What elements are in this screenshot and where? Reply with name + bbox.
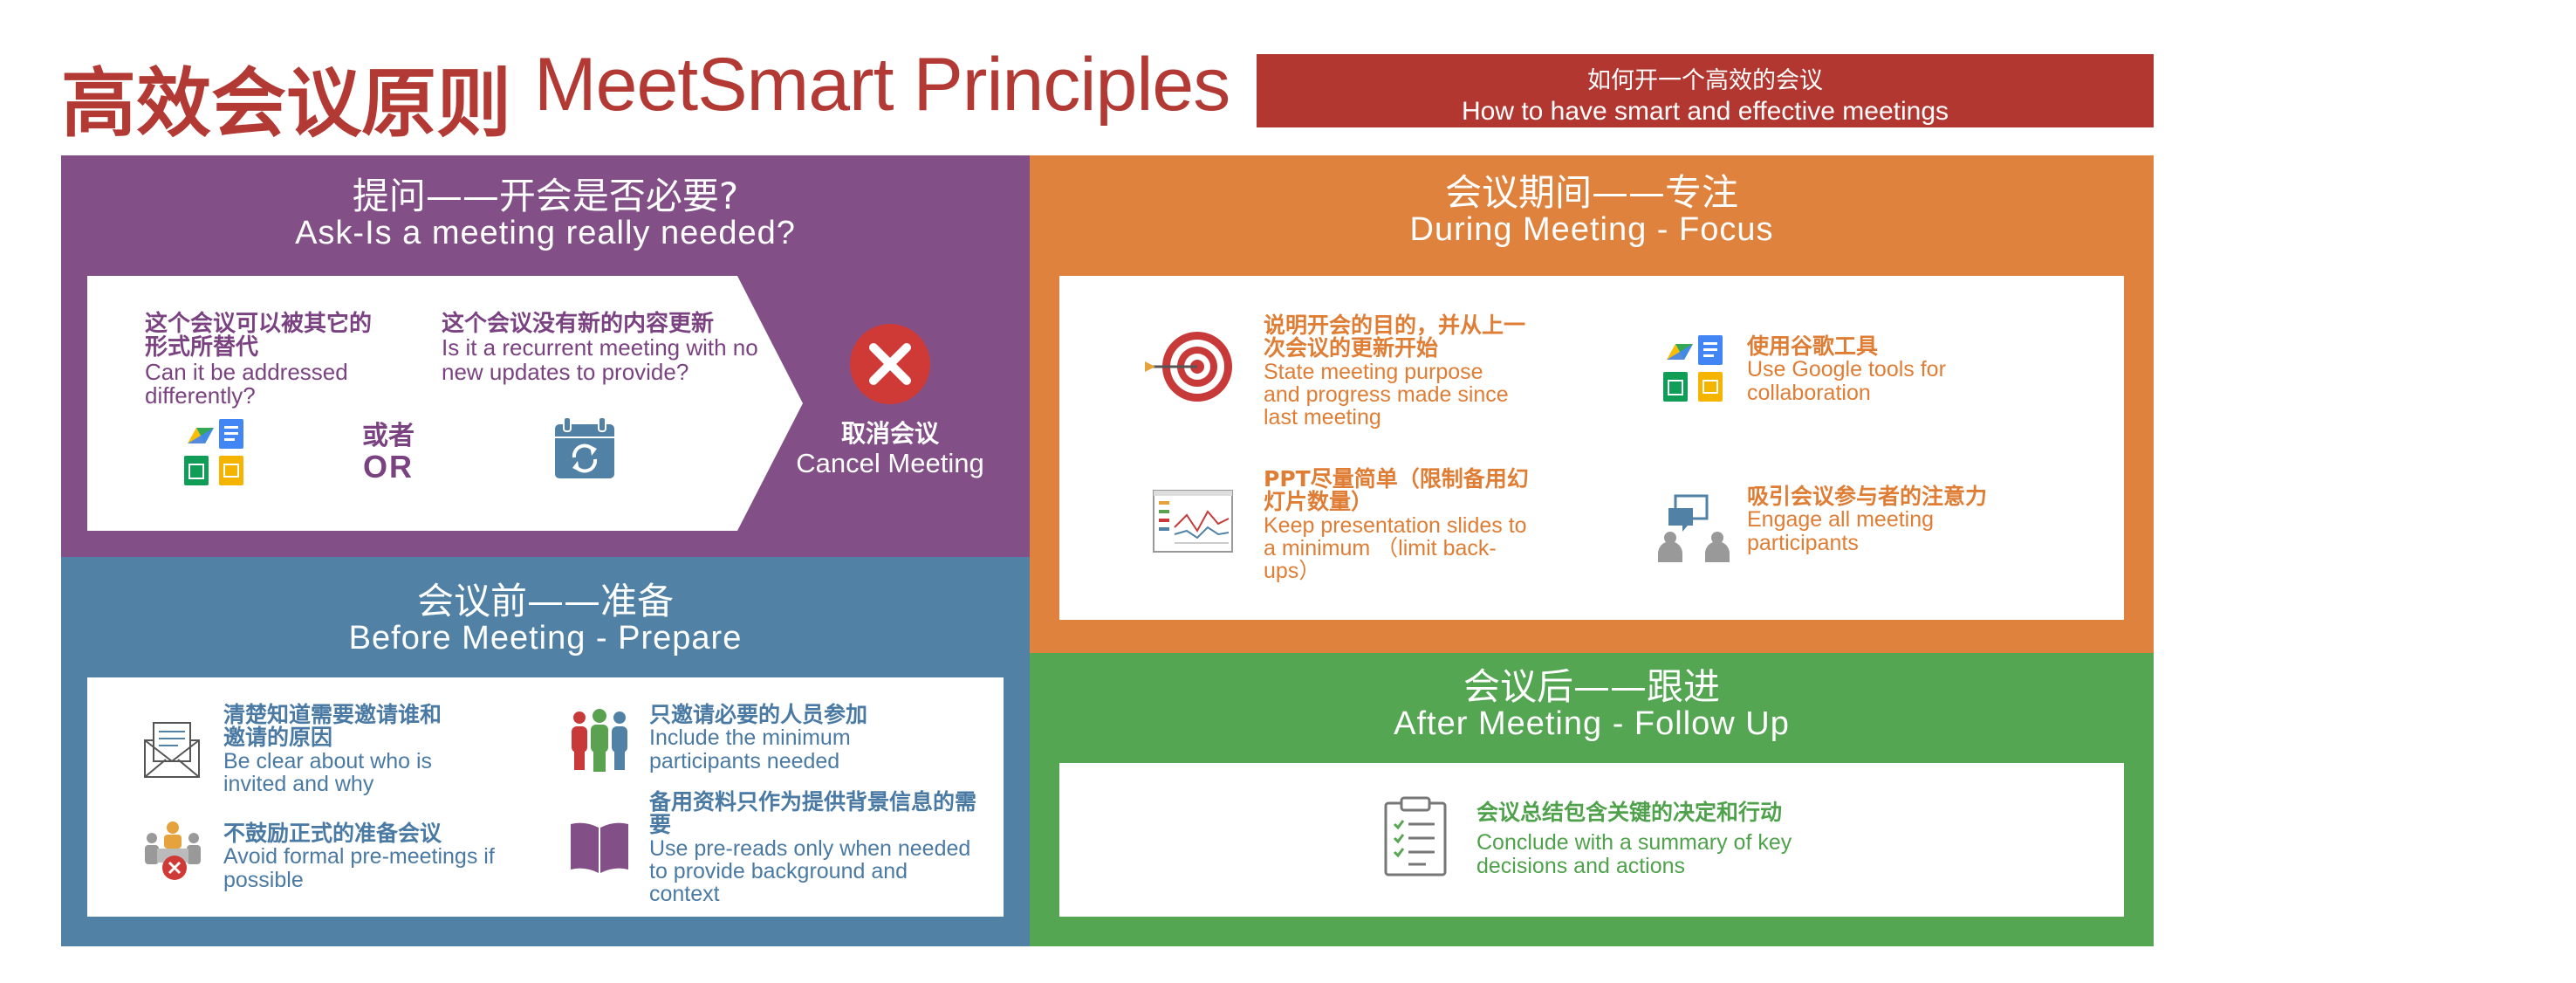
- google-apps-icon: [1663, 335, 1723, 402]
- google-apps-icon: [184, 419, 243, 485]
- ask-title-chinese: 提问——开会是否必要?: [352, 175, 739, 217]
- during-panel: 会议期间——专注 During Meeting - Focus 说明开会的目的，…: [1030, 155, 2154, 653]
- after-card: [1059, 763, 2124, 917]
- subtitle-banner: 如何开一个高效的会议 How to have smart and effecti…: [1257, 54, 2154, 127]
- during-title-english: During Meeting - Focus: [1409, 211, 1774, 248]
- before-title-english: Before Meeting - Prepare: [348, 620, 743, 656]
- title-english: MeetSmart Principles: [534, 43, 1230, 127]
- before-title-chinese: 会议前——准备: [416, 580, 674, 622]
- ask-item-recurrent: 这个会议没有新的内容更新 Is it a recurrent meeting w…: [442, 311, 758, 385]
- ask-panel: 提问——开会是否必要? Ask-Is a meeting really need…: [61, 155, 1030, 557]
- banner-chinese: 如何开一个高效的会议: [1587, 67, 1823, 94]
- before-item-minimum-participants: 只邀请必要的人员参加 Include the minimum participa…: [649, 702, 868, 773]
- after-title-chinese: 会议后——跟进: [1463, 665, 1720, 708]
- before-item-pre-reads: 备用资料只作为提供背景信息的需要 Use pre-reads only when…: [649, 789, 977, 906]
- cancel-x-icon: [850, 324, 930, 404]
- book-icon: [571, 822, 628, 873]
- during-item-engage-participants: 吸引会议参与者的注意力 Engage all meeting participa…: [1747, 484, 1988, 555]
- meeting-cancel-icon: [145, 821, 201, 880]
- before-item-who-invited: 清楚知道需要邀请谁和邀请的原因 Be clear about who is in…: [223, 702, 442, 796]
- after-title-english: After Meeting - Follow Up: [1394, 705, 1790, 742]
- cancel-meeting-label: 取消会议 Cancel Meeting: [796, 419, 984, 479]
- chat-people-icon: [1658, 494, 1730, 562]
- before-item-avoid-pre-meetings: 不鼓励正式的准备会议 Avoid formal pre-meetings if …: [223, 821, 495, 892]
- ask-arrow-card: [87, 276, 803, 531]
- during-card: [1059, 276, 2124, 620]
- after-title: 会议后——跟进 After Meeting - Follow Up: [1030, 665, 2154, 742]
- after-item-conclude-summary: 会议总结包含关键的决定和行动 Conclude with a summary o…: [1476, 800, 1792, 878]
- ask-title: 提问——开会是否必要? Ask-Is a meeting really need…: [61, 175, 1030, 251]
- before-panel: 会议前——准备 Before Meeting - Prepare 清楚知道需要邀…: [61, 557, 1030, 946]
- during-title-chinese: 会议期间——专注: [1444, 171, 1738, 214]
- before-card: [87, 677, 1004, 917]
- title-chinese: 高效会议原则: [61, 60, 511, 148]
- ask-item-alternative: 这个会议可以被其它的形式所替代 Can it be addressed diff…: [145, 311, 373, 409]
- banner-english: How to have smart and effective meetings: [1461, 97, 1949, 126]
- people-group-icon: [572, 709, 627, 772]
- during-item-google-tools: 使用谷歌工具 Use Google tools for collaboratio…: [1747, 333, 1946, 405]
- clipboard-checklist-icon: [1384, 796, 1447, 876]
- envelope-icon: [144, 722, 200, 778]
- during-title: 会议期间——专注 During Meeting - Focus: [1030, 171, 2154, 248]
- or-label: 或者 OR: [362, 421, 414, 485]
- ask-title-english: Ask-Is a meeting really needed?: [295, 215, 796, 251]
- during-item-keep-slides-minimum: PPT尽量简单（限制备用幻灯片数量） Keep presentation sli…: [1264, 466, 1529, 583]
- before-title: 会议前——准备 Before Meeting - Prepare: [61, 580, 1030, 656]
- presentation-chart-icon: [1153, 490, 1233, 553]
- calendar-refresh-icon: [555, 416, 614, 478]
- during-item-state-purpose: 说明开会的目的，并从上一次会议的更新开始 State meeting purpo…: [1264, 313, 1526, 430]
- after-panel: 会议后——跟进 After Meeting - Follow Up 会议总结包含…: [1030, 653, 2154, 946]
- target-icon: [1145, 332, 1232, 402]
